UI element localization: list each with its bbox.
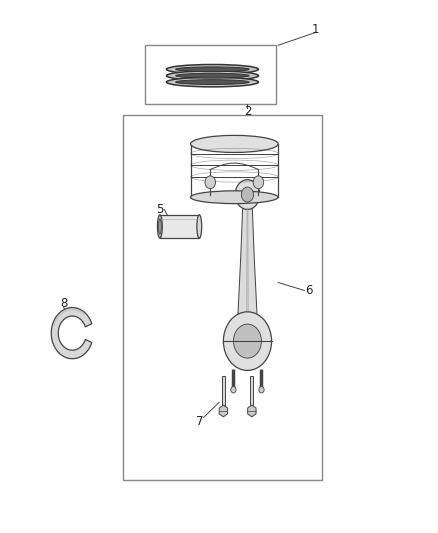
Circle shape: [253, 176, 264, 189]
Ellipse shape: [176, 79, 249, 84]
Ellipse shape: [176, 67, 249, 72]
Polygon shape: [51, 308, 92, 359]
Ellipse shape: [176, 73, 249, 78]
Bar: [160, 215, 199, 238]
Circle shape: [241, 187, 254, 202]
Bar: [251, 376, 253, 405]
Circle shape: [235, 180, 260, 209]
Text: 6: 6: [305, 284, 313, 297]
Ellipse shape: [191, 191, 278, 204]
Bar: [123, 115, 322, 480]
Circle shape: [259, 386, 264, 393]
Text: 1: 1: [311, 23, 319, 36]
Circle shape: [223, 312, 272, 370]
Ellipse shape: [159, 219, 161, 234]
Ellipse shape: [166, 64, 258, 74]
Circle shape: [231, 386, 236, 393]
Text: 8: 8: [60, 297, 67, 310]
Text: 5: 5: [156, 203, 163, 216]
Bar: [145, 45, 276, 104]
Circle shape: [205, 176, 215, 189]
Bar: [222, 376, 225, 405]
Polygon shape: [219, 405, 228, 417]
Text: 7: 7: [195, 415, 203, 427]
Ellipse shape: [197, 215, 201, 238]
Ellipse shape: [166, 77, 258, 87]
Ellipse shape: [191, 135, 278, 152]
Ellipse shape: [166, 71, 258, 80]
Polygon shape: [238, 207, 257, 316]
Text: 2: 2: [244, 106, 251, 118]
Ellipse shape: [158, 215, 162, 238]
Polygon shape: [247, 405, 256, 417]
Circle shape: [233, 324, 261, 358]
